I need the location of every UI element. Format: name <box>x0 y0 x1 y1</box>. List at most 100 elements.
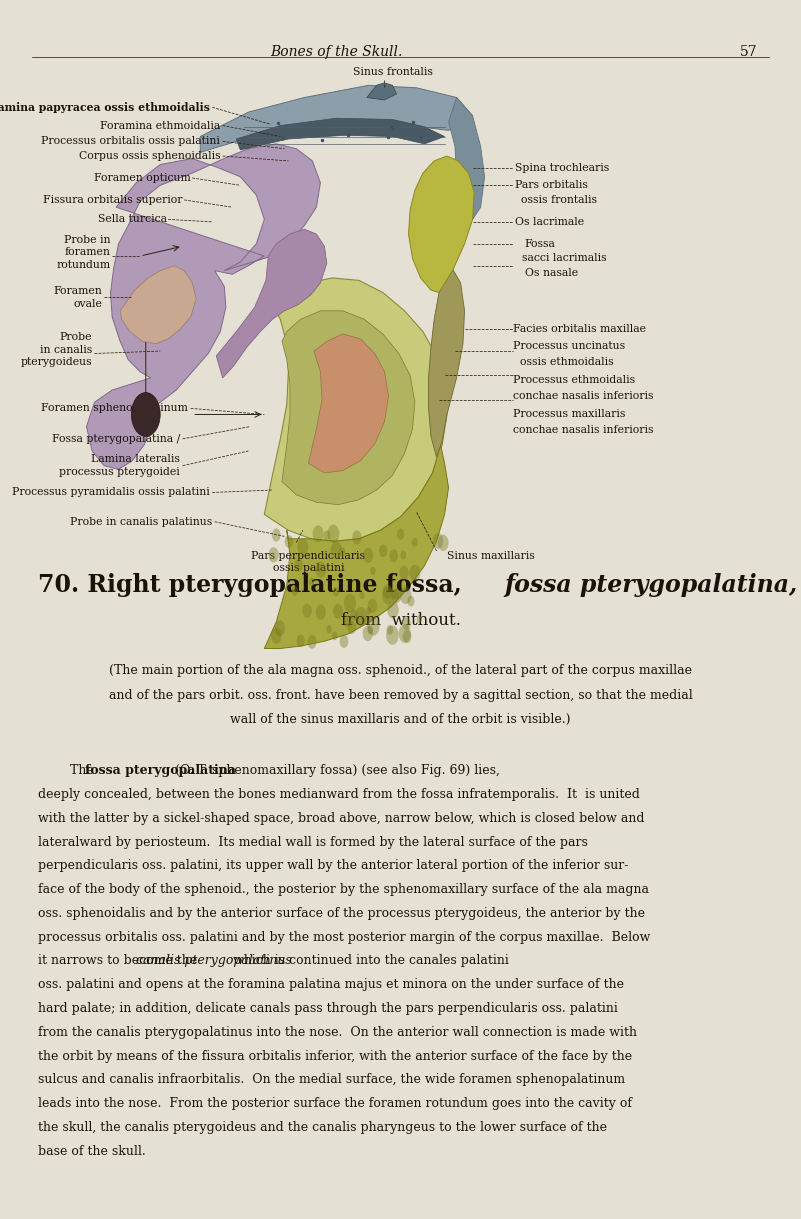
Text: 57: 57 <box>740 45 758 59</box>
Polygon shape <box>216 229 327 378</box>
Polygon shape <box>429 262 465 457</box>
Circle shape <box>328 524 340 542</box>
Text: Lamina lateralis
processus pterygoidei: Lamina lateralis processus pterygoidei <box>59 455 180 477</box>
Text: (The main portion of the ala magna oss. sphenoid., of the lateral part of the co: (The main portion of the ala magna oss. … <box>109 664 692 678</box>
Text: conchae nasalis inferioris: conchae nasalis inferioris <box>513 391 654 401</box>
Circle shape <box>402 617 411 630</box>
Circle shape <box>433 533 443 549</box>
Text: Foramina ethmoidalia: Foramina ethmoidalia <box>100 121 220 130</box>
Text: Fossa pterygopalatina /: Fossa pterygopalatina / <box>52 434 180 444</box>
Circle shape <box>370 567 376 575</box>
Circle shape <box>387 625 393 635</box>
Circle shape <box>379 545 388 557</box>
Polygon shape <box>87 144 320 469</box>
Text: lateralward by periosteum.  Its medial wall is formed by the lateral surface of : lateralward by periosteum. Its medial wa… <box>38 836 588 848</box>
Polygon shape <box>409 156 474 293</box>
Circle shape <box>438 535 449 551</box>
Circle shape <box>308 635 316 649</box>
Text: Processus maxillaris: Processus maxillaris <box>513 410 626 419</box>
Text: Os lacrimale: Os lacrimale <box>515 217 584 227</box>
Polygon shape <box>367 83 396 100</box>
Text: with the latter by a sickel-shaped space, broad above, narrow below, which is cl: with the latter by a sickel-shaped space… <box>38 812 645 825</box>
Polygon shape <box>449 98 485 219</box>
Text: Probe
in canalis
pterygoideus: Probe in canalis pterygoideus <box>21 333 92 367</box>
Circle shape <box>296 635 305 647</box>
Circle shape <box>408 596 414 607</box>
Polygon shape <box>282 311 415 505</box>
Circle shape <box>417 614 422 623</box>
Text: Processus orbitalis ossis palatini: Processus orbitalis ossis palatini <box>42 137 220 146</box>
Circle shape <box>332 631 337 640</box>
Circle shape <box>352 530 361 545</box>
Text: (O. T. sphenomaxillary fossa) (see also Fig. 69) lies,: (O. T. sphenomaxillary fossa) (see also … <box>171 764 500 778</box>
Circle shape <box>340 547 345 557</box>
Circle shape <box>387 601 399 618</box>
Text: 70. Right pterygopalatine fossa,: 70. Right pterygopalatine fossa, <box>38 573 470 597</box>
Text: Processus pyramidalis ossis palatini: Processus pyramidalis ossis palatini <box>12 488 210 497</box>
Text: oss. sphenoidalis and by the anterior surface of the processus pterygoideus, the: oss. sphenoidalis and by the anterior su… <box>38 907 646 920</box>
Circle shape <box>363 547 373 563</box>
Circle shape <box>368 625 373 634</box>
Text: Sinus frontalis: Sinus frontalis <box>352 67 433 77</box>
Polygon shape <box>264 445 449 649</box>
Text: sulcus and canalis infraorbitalis.  On the medial surface, the wide foramen sphe: sulcus and canalis infraorbitalis. On th… <box>38 1073 626 1086</box>
Text: base of the skull.: base of the skull. <box>38 1145 147 1158</box>
Text: fossa pterygopalatina: fossa pterygopalatina <box>85 764 236 778</box>
Circle shape <box>295 560 303 572</box>
Text: hard palate; in addition, delicate canals pass through the pars perpendicularis : hard palate; in addition, delicate canal… <box>38 1002 618 1015</box>
Circle shape <box>284 535 293 549</box>
Text: Foramen sphenopalatinum: Foramen sphenopalatinum <box>42 403 188 413</box>
Text: Corpus ossis sphenoidalis: Corpus ossis sphenoidalis <box>78 151 220 161</box>
Circle shape <box>303 603 312 618</box>
Text: Bones of the Skull.: Bones of the Skull. <box>270 45 403 59</box>
Circle shape <box>399 624 411 642</box>
Circle shape <box>324 530 331 541</box>
Text: Lamina papyracea ossis ethmoidalis: Lamina papyracea ossis ethmoidalis <box>0 101 210 113</box>
Polygon shape <box>308 334 388 473</box>
Circle shape <box>297 539 308 555</box>
Text: canalis pterygopalatinus: canalis pterygopalatinus <box>135 954 292 968</box>
Circle shape <box>403 630 412 644</box>
Text: it narrows to become the: it narrows to become the <box>38 954 202 968</box>
Circle shape <box>366 607 371 614</box>
Text: Fissura orbitalis superior: Fissura orbitalis superior <box>43 195 183 205</box>
Circle shape <box>350 610 357 620</box>
Text: Fossa: Fossa <box>525 239 556 249</box>
Text: which is continued into the canales palatini: which is continued into the canales pala… <box>229 954 509 968</box>
Text: Processus uncinatus: Processus uncinatus <box>513 341 626 351</box>
Circle shape <box>392 589 399 600</box>
Text: perpendicularis oss. palatini, its upper wall by the anterior lateral portion of: perpendicularis oss. palatini, its upper… <box>38 859 629 873</box>
Circle shape <box>272 529 280 541</box>
Text: the skull, the canalis pterygoideus and the canalis pharyngeus to the lower surf: the skull, the canalis pterygoideus and … <box>38 1121 607 1134</box>
Text: Processus ethmoidalis: Processus ethmoidalis <box>513 375 635 385</box>
Circle shape <box>412 538 417 547</box>
Circle shape <box>400 566 409 579</box>
Circle shape <box>275 620 285 636</box>
Circle shape <box>271 628 281 644</box>
Circle shape <box>316 562 326 578</box>
Text: Probe in
foramen
rotundum: Probe in foramen rotundum <box>56 235 111 269</box>
Text: ossis frontalis: ossis frontalis <box>521 195 598 205</box>
Circle shape <box>331 541 342 558</box>
Circle shape <box>348 620 356 634</box>
Circle shape <box>386 625 399 645</box>
Circle shape <box>268 547 279 563</box>
Text: oss. palatini and opens at the foramina palatina majus et minora on the under su: oss. palatini and opens at the foramina … <box>38 978 625 991</box>
Text: Sella turcica: Sella turcica <box>98 215 167 224</box>
Circle shape <box>360 591 364 599</box>
Polygon shape <box>264 278 447 541</box>
Circle shape <box>396 528 405 540</box>
Text: face of the body of the sphenoid., the posterior by the sphenomaxillary surface : face of the body of the sphenoid., the p… <box>38 883 650 896</box>
Text: conchae nasalis inferioris: conchae nasalis inferioris <box>513 425 654 435</box>
Text: Pars orbitalis: Pars orbitalis <box>515 180 588 190</box>
Circle shape <box>316 605 326 619</box>
Polygon shape <box>120 266 196 344</box>
Text: Pars perpendicularis
ossis palatini: Pars perpendicularis ossis palatini <box>252 551 365 573</box>
Text: deeply concealed, between the bones medianward from the fossa infratemporalis.  : deeply concealed, between the bones medi… <box>38 787 640 801</box>
Text: Facies orbitalis maxillae: Facies orbitalis maxillae <box>513 324 646 334</box>
Text: from the canalis pterygopalatinus into the nose.  On the anterior wall connectio: from the canalis pterygopalatinus into t… <box>38 1026 638 1039</box>
Circle shape <box>292 586 298 596</box>
Circle shape <box>409 564 421 581</box>
Text: from  without.: from without. <box>340 612 461 629</box>
Circle shape <box>363 625 372 641</box>
